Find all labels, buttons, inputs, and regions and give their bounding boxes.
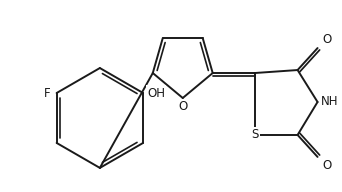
Text: F: F — [44, 87, 51, 99]
Text: O: O — [323, 33, 332, 46]
Text: O: O — [323, 159, 332, 172]
Text: OH: OH — [147, 87, 165, 99]
Text: S: S — [251, 128, 258, 142]
Text: O: O — [178, 100, 187, 113]
Text: NH: NH — [320, 95, 338, 108]
